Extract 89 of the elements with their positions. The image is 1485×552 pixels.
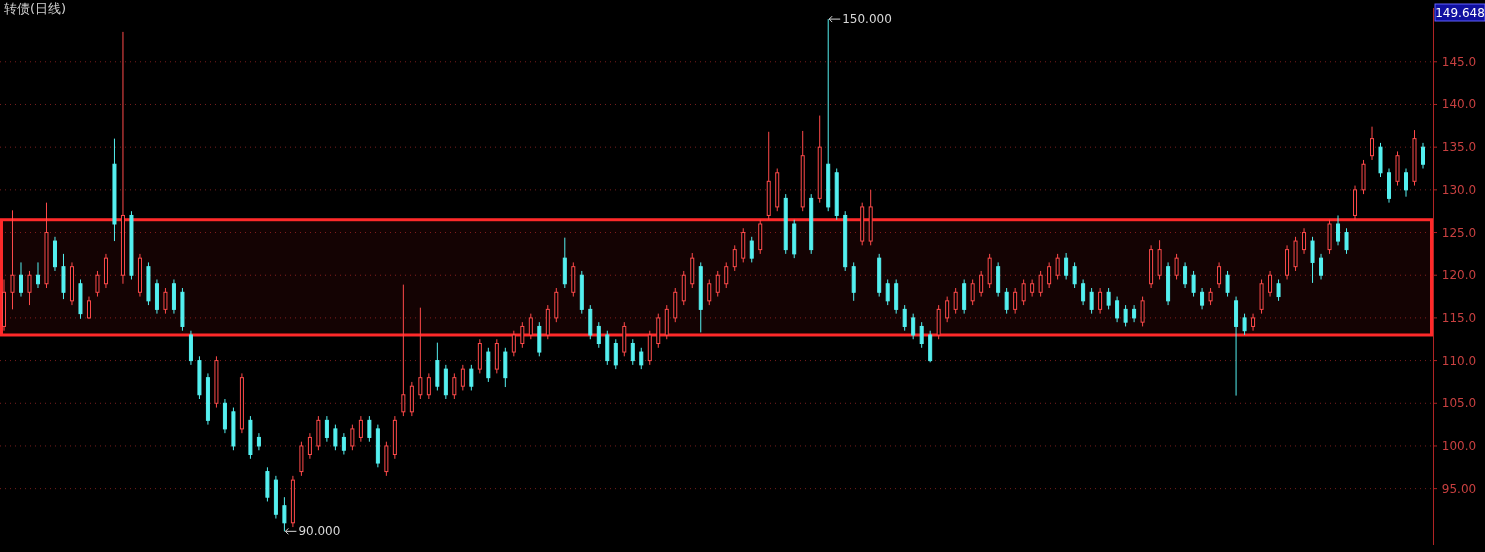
candlestick <box>341 432 346 455</box>
candlestick <box>324 415 329 443</box>
candlestick <box>511 330 516 357</box>
candlestick <box>426 372 431 400</box>
candlestick <box>1200 287 1205 310</box>
candlestick <box>1336 214 1341 246</box>
candlestick <box>35 261 40 289</box>
candlestick <box>18 261 23 298</box>
candlestick <box>945 296 950 323</box>
candlestick <box>911 313 916 340</box>
candlestick <box>1217 261 1222 289</box>
chart-title: 转债(日线) <box>4 1 67 16</box>
y-tick-label: 135.0 <box>1441 140 1477 155</box>
candlestick <box>953 287 958 315</box>
candlestick <box>1064 252 1069 280</box>
candlestick <box>1344 227 1349 255</box>
y-tick-label: 130.0 <box>1441 182 1477 197</box>
y-tick-label: 105.0 <box>1441 396 1477 411</box>
candlestick <box>1098 287 1103 315</box>
candlestick <box>469 364 474 391</box>
candlestick <box>1370 126 1375 161</box>
candlestick <box>1421 142 1425 169</box>
candlestick <box>1319 253 1324 280</box>
candlestick <box>919 321 924 349</box>
candlestick <box>367 415 372 443</box>
candlestick <box>350 424 355 451</box>
y-tick-label: 140.0 <box>1441 97 1477 112</box>
candlestick <box>885 278 890 306</box>
candlestick <box>1191 270 1196 298</box>
candlestick <box>452 372 457 400</box>
candlestick <box>163 287 168 315</box>
candlestick <box>1302 227 1307 255</box>
candlestick <box>749 236 754 263</box>
candlestick <box>1276 278 1281 302</box>
candlestick <box>528 313 533 340</box>
candlestick <box>1013 287 1018 315</box>
candlestick <box>902 304 907 332</box>
text: 149.648 <box>1435 6 1485 20</box>
candlestick <box>724 261 729 289</box>
candlestick <box>520 321 525 349</box>
candlestick <box>1038 270 1043 298</box>
y-tick-label: 120.0 <box>1441 268 1477 283</box>
candlestick <box>1225 270 1230 298</box>
candlestick <box>282 496 287 532</box>
candlestick <box>715 270 720 298</box>
candlestick <box>1072 261 1077 289</box>
y-tick-label: 110.0 <box>1441 353 1477 368</box>
candlestick <box>979 270 984 298</box>
y-tick-label: 125.0 <box>1441 225 1477 240</box>
candlestick <box>1174 253 1179 280</box>
candlestick <box>596 321 601 349</box>
candlestick <box>732 244 737 272</box>
candlestick <box>1004 287 1009 315</box>
candlestick <box>1106 287 1111 310</box>
y-tick-label: 100.0 <box>1441 438 1477 453</box>
candlestick <box>95 270 100 298</box>
candlestick <box>1268 270 1273 298</box>
candlestick <box>1140 296 1145 327</box>
candlestick <box>613 338 618 370</box>
candlestick <box>970 278 975 306</box>
candlestick <box>333 424 338 451</box>
y-tick-label: 145.0 <box>1441 54 1477 69</box>
candlestick <box>1242 313 1247 336</box>
annotation: 150.000 <box>842 12 892 27</box>
candlestick <box>1047 261 1052 289</box>
candlestick <box>1404 168 1409 198</box>
candlestick <box>401 284 406 417</box>
candlestick <box>1081 278 1086 306</box>
candlestick <box>1310 236 1315 284</box>
candlestick <box>639 347 644 370</box>
candlestick <box>1030 278 1035 298</box>
candlestick <box>1021 278 1026 306</box>
y-tick-label: 95.00 <box>1441 481 1477 496</box>
annotation: 90.000 <box>298 524 341 539</box>
candlestick <box>1115 296 1120 323</box>
candlestick <box>86 296 91 320</box>
candlestick <box>630 338 635 366</box>
candlestick <box>418 307 423 400</box>
candlestick <box>1089 287 1094 315</box>
candlestick <box>707 278 712 306</box>
candlestick <box>1055 253 1060 280</box>
candlestick <box>27 270 32 306</box>
candlestick <box>1123 304 1128 327</box>
candlestick <box>10 209 15 310</box>
candlestick <box>358 415 363 443</box>
candlestick <box>460 364 465 391</box>
candlestick <box>307 432 312 460</box>
candlestick <box>1183 261 1188 289</box>
y-tick-label: 115.0 <box>1441 310 1477 325</box>
